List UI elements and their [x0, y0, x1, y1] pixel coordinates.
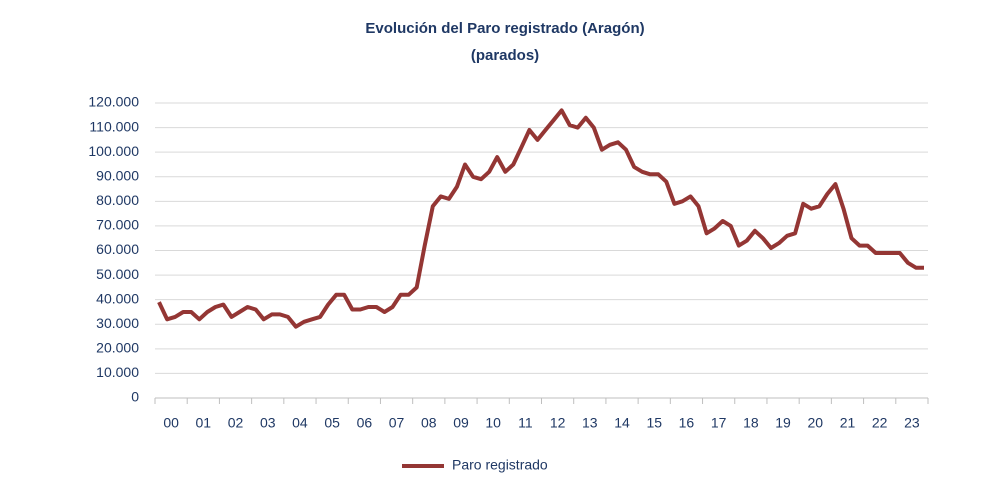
data-line: [157, 108, 924, 329]
x-tick-label: 15: [646, 415, 662, 431]
x-tick-label: 05: [324, 415, 340, 431]
chart-title: Evolución del Paro registrado (Aragón): [365, 20, 644, 37]
x-tick-label: 03: [260, 415, 276, 431]
x-tick-label: 20: [807, 415, 823, 431]
y-tick-label: 20.000: [96, 340, 139, 356]
x-tick-label: 19: [775, 415, 791, 431]
x-tick-label: 02: [228, 415, 244, 431]
chart-subtitle: (parados): [471, 47, 539, 64]
x-tick-label: 09: [453, 415, 469, 431]
x-tick-label: 13: [582, 415, 598, 431]
y-tick-label: 70.000: [96, 217, 139, 233]
x-tick-label: 06: [357, 415, 373, 431]
y-tick-label: 50.000: [96, 266, 139, 282]
y-tick-label: 60.000: [96, 241, 139, 257]
y-tick-label: 110.000: [89, 118, 139, 134]
x-tick-label: 08: [421, 415, 437, 431]
x-tick-label: 00: [163, 415, 179, 431]
x-tick-label: 12: [550, 415, 566, 431]
x-tick-label: 07: [389, 415, 405, 431]
x-tick-label: 16: [679, 415, 695, 431]
x-tick-label: 21: [840, 415, 856, 431]
x-tick-label: 18: [743, 415, 759, 431]
y-tick-label: 40.000: [96, 290, 139, 306]
y-tick-label: 30.000: [96, 315, 139, 331]
legend-label: Paro registrado: [452, 457, 548, 473]
x-tick-label: 10: [485, 415, 501, 431]
x-tick-label: 22: [872, 415, 888, 431]
y-tick-label: 0: [131, 389, 139, 405]
y-tick-label: 100.000: [88, 143, 139, 159]
y-tick-label: 90.000: [96, 167, 139, 183]
y-tick-label: 10.000: [96, 364, 139, 380]
y-tick-label: 80.000: [96, 192, 139, 208]
x-tick-label: 23: [904, 415, 920, 431]
x-tick-label: 17: [711, 415, 727, 431]
y-tick-label: 120.000: [88, 94, 139, 110]
x-tick-label: 11: [518, 415, 533, 431]
x-tick-label: 04: [292, 415, 308, 431]
x-tick-label: 14: [614, 415, 630, 431]
x-tick-label: 01: [196, 415, 212, 431]
